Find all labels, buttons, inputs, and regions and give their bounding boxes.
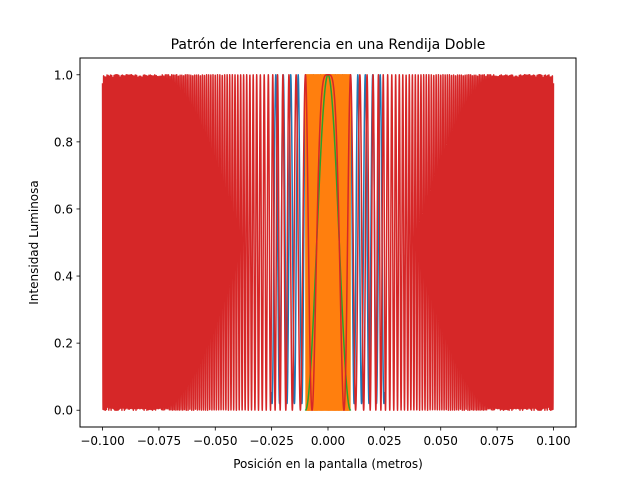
y-tick-label: 0.0 <box>54 404 73 418</box>
y-tick-label: 0.4 <box>54 270 73 284</box>
x-tick-label: 0.075 <box>480 434 514 448</box>
y-tick-label: 0.8 <box>54 135 73 149</box>
series-layer <box>101 74 555 411</box>
y-tick-label: 1.0 <box>54 68 73 82</box>
x-tick-label: −0.100 <box>80 434 124 448</box>
series-line-4 <box>101 74 555 411</box>
x-axis-label: Posición en la pantalla (metros) <box>233 457 423 471</box>
x-tick-label: 0.050 <box>424 434 458 448</box>
x-tick-label: −0.025 <box>249 434 293 448</box>
x-tick-label: 0.000 <box>311 434 345 448</box>
series-line-2 <box>304 74 352 411</box>
x-tick-label: −0.050 <box>193 434 237 448</box>
x-axis-ticks: −0.100 −0.075 −0.050 −0.025 0.000 0.025 0.050 0… <box>80 427 571 448</box>
x-tick-label: −0.075 <box>137 434 181 448</box>
chart-title: Patrón de Interferencia en una Rendija D… <box>171 37 486 53</box>
y-axis-ticks: 0.0 0.2 0.4 0.6 0.8 1.0 <box>54 68 80 418</box>
y-tick-label: 0.2 <box>54 337 73 351</box>
x-tick-label: 0.025 <box>367 434 401 448</box>
y-axis-label: Intensidad Luminosa <box>27 180 41 304</box>
x-tick-label: 0.100 <box>536 434 570 448</box>
y-tick-label: 0.6 <box>54 202 73 216</box>
